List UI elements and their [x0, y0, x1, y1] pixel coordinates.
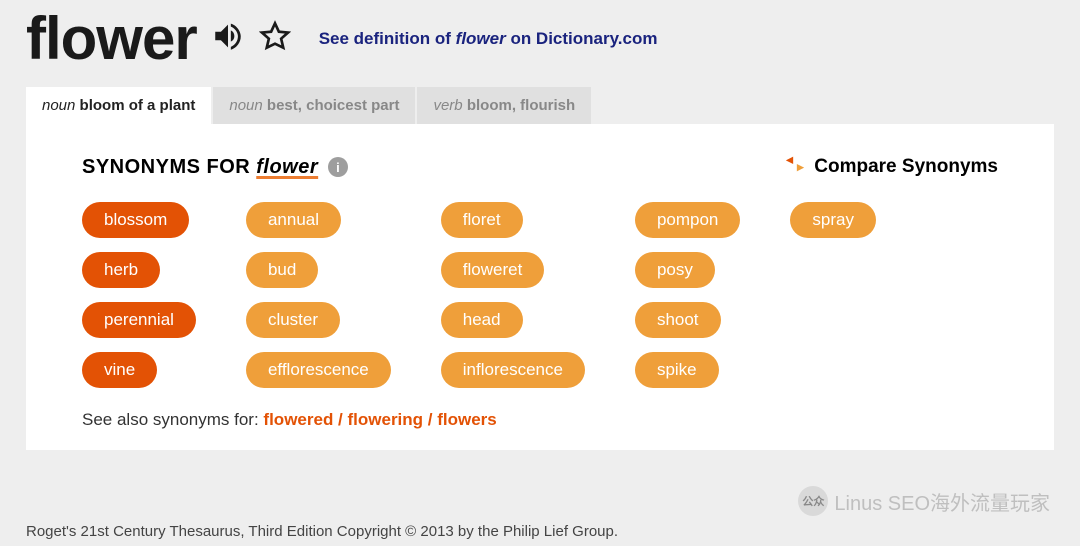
- watermark: 公众 Linus SEO海外流量玩家: [798, 486, 1050, 516]
- headword: flower: [26, 4, 197, 73]
- panel-header: SYNONYMS FOR flower i Compare Synonyms: [82, 154, 998, 180]
- synonym-pill[interactable]: blossom: [82, 202, 189, 238]
- definition-link[interactable]: See definition of flower on Dictionary.c…: [319, 29, 658, 49]
- synonym-pill[interactable]: inflorescence: [441, 352, 585, 388]
- see-also: See also synonyms for: flowered / flower…: [82, 410, 998, 430]
- audio-icon[interactable]: [211, 19, 245, 58]
- sense-tabs: noun bloom of a plantnoun best, choicest…: [0, 87, 1080, 124]
- watermark-icon: 公众: [798, 486, 828, 516]
- synonym-pill[interactable]: floret: [441, 202, 523, 238]
- synonym-pill[interactable]: spray: [790, 202, 876, 238]
- compare-label: Compare Synonyms: [814, 156, 998, 178]
- synonyms-title-word: flower: [256, 156, 318, 179]
- tab-gloss: bloom of a plant: [80, 97, 196, 114]
- synonyms-panel: SYNONYMS FOR flower i Compare Synonyms b…: [26, 124, 1054, 450]
- see-also-prefix: See also synonyms for:: [82, 410, 263, 429]
- tab-pos: noun: [42, 97, 80, 114]
- synonym-pill[interactable]: spike: [635, 352, 719, 388]
- definition-link-prefix: See definition of: [319, 29, 456, 48]
- synonym-pill[interactable]: annual: [246, 202, 341, 238]
- copyright-footer: Roget's 21st Century Thesaurus, Third Ed…: [26, 523, 618, 540]
- definition-link-word: flower: [456, 29, 506, 48]
- synonym-pill[interactable]: pompon: [635, 202, 740, 238]
- see-also-links[interactable]: flowered / flowering / flowers: [263, 410, 496, 429]
- tab-pos: noun: [229, 97, 267, 114]
- synonym-pill[interactable]: bud: [246, 252, 318, 288]
- synonym-pill[interactable]: head: [441, 302, 523, 338]
- sense-tab[interactable]: noun best, choicest part: [213, 87, 415, 124]
- synonym-pill[interactable]: perennial: [82, 302, 196, 338]
- watermark-text: Linus SEO海外流量玩家: [834, 487, 1050, 516]
- synonym-pill[interactable]: efflorescence: [246, 352, 391, 388]
- synonym-pill[interactable]: herb: [82, 252, 160, 288]
- synonym-pill[interactable]: posy: [635, 252, 715, 288]
- compare-arrows-icon: [784, 154, 806, 180]
- tab-pos: verb: [433, 97, 466, 114]
- sense-tab[interactable]: noun bloom of a plant: [26, 87, 211, 124]
- synonym-pill[interactable]: vine: [82, 352, 157, 388]
- synonym-pill[interactable]: cluster: [246, 302, 340, 338]
- synonyms-title: SYNONYMS FOR flower i: [82, 156, 348, 179]
- tab-gloss: bloom, flourish: [467, 97, 575, 114]
- synonym-grid: blossom annual floret pompon spray herb bud flo…: [82, 202, 998, 388]
- synonym-pill[interactable]: shoot: [635, 302, 721, 338]
- sense-tab[interactable]: verb bloom, flourish: [417, 87, 591, 124]
- synonyms-title-prefix: SYNONYMS FOR: [82, 156, 250, 179]
- definition-link-suffix: on Dictionary.com: [506, 29, 658, 48]
- compare-synonyms-button[interactable]: Compare Synonyms: [784, 154, 998, 180]
- tab-gloss: best, choicest part: [267, 97, 400, 114]
- synonym-pill[interactable]: floweret: [441, 252, 545, 288]
- favorite-icon[interactable]: [259, 20, 291, 57]
- header: flower See definition of flower on Dicti…: [0, 0, 1080, 87]
- info-icon[interactable]: i: [328, 157, 348, 177]
